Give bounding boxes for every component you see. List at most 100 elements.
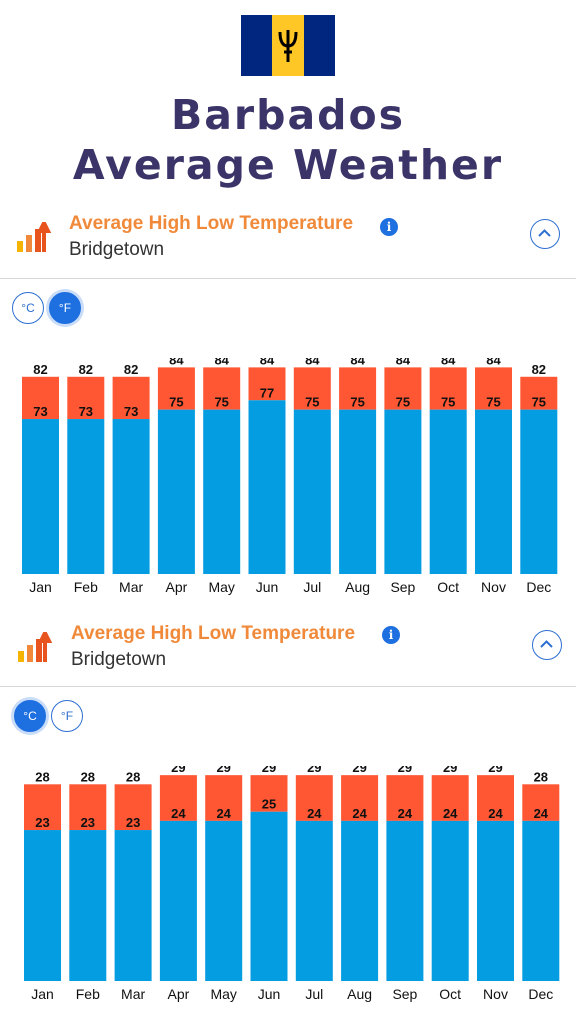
data-label-low: 75 <box>350 395 364 410</box>
bar-low <box>431 820 469 981</box>
x-tick-label: Nov <box>483 986 508 1002</box>
bar-high <box>22 376 59 420</box>
x-tick-label: Oct <box>439 986 461 1002</box>
chevron-up-icon <box>540 640 553 648</box>
fahrenheit-button[interactable]: °F <box>49 292 81 324</box>
section-header: Average High Low Temperature Bridgetown … <box>0 200 576 279</box>
x-tick-label: Aug <box>345 579 370 595</box>
trident-icon <box>278 30 298 62</box>
bar-low <box>250 811 288 981</box>
data-label-high: 84 <box>350 358 365 367</box>
data-label-low: 24 <box>488 806 503 821</box>
data-label-low: 24 <box>534 806 549 821</box>
info-icon[interactable]: i <box>380 218 398 236</box>
data-label-high: 84 <box>486 358 501 367</box>
x-tick-label: Dec <box>528 986 553 1002</box>
bar-low <box>112 419 150 574</box>
x-tick-label: Jun <box>258 986 281 1002</box>
temperature-bars-icon <box>17 222 51 252</box>
bar-high <box>339 367 377 410</box>
section-location: Bridgetown <box>71 649 167 670</box>
bar-low <box>522 820 560 981</box>
data-label-low: 25 <box>262 797 276 812</box>
bar-high <box>69 784 107 831</box>
bar-high <box>295 775 333 821</box>
bar-low <box>24 830 61 981</box>
bar-high <box>384 367 422 410</box>
data-label-high: 84 <box>260 358 275 367</box>
data-label-high: 29 <box>307 766 321 775</box>
bar-high <box>477 775 514 821</box>
bar-low <box>520 409 558 574</box>
fahrenheit-button[interactable]: °F <box>51 700 83 732</box>
page-title-line1: Barbados <box>170 91 406 139</box>
bar-high <box>157 367 195 410</box>
bar-low <box>67 419 105 574</box>
data-label-low: 24 <box>352 806 367 821</box>
data-label-high: 82 <box>33 362 47 377</box>
x-tick-label: May <box>210 986 236 1002</box>
data-label-high: 29 <box>443 766 457 775</box>
data-label-low: 77 <box>260 385 274 400</box>
bar-low <box>22 419 59 574</box>
data-label-high: 29 <box>216 766 230 775</box>
chevron-up-icon <box>538 229 551 237</box>
data-label-low: 23 <box>126 815 140 830</box>
temperature-chart-fahrenheit: 82 73 Jan 82 73 Feb 82 73 Mar 84 75 Apr 84 75 May 84 77 J… <box>22 358 558 595</box>
x-tick-label: Jun <box>256 579 279 595</box>
bar-high <box>203 367 241 410</box>
data-label-high: 29 <box>488 766 502 775</box>
data-label-low: 24 <box>307 806 322 821</box>
data-label-low: 75 <box>486 395 500 410</box>
data-label-low: 75 <box>396 395 410 410</box>
data-label-low: 24 <box>398 806 413 821</box>
x-tick-label: Apr <box>168 986 190 1002</box>
bar-low <box>203 409 241 574</box>
section-header: Average High Low Temperature Bridgetown … <box>0 608 576 687</box>
x-tick-label: Aug <box>347 986 372 1002</box>
temperature-chart-celsius: 28 23 Jan 28 23 Feb 28 23 Mar 29 24 Apr 29 24 May 29 25 J… <box>24 766 560 1002</box>
data-label-low: 24 <box>443 806 458 821</box>
x-tick-label: Dec <box>526 579 551 595</box>
x-tick-label: Jan <box>29 579 52 595</box>
bar-high <box>248 367 286 401</box>
data-label-low: 23 <box>35 815 49 830</box>
data-label-high: 82 <box>124 362 138 377</box>
data-label-high: 29 <box>398 766 412 775</box>
data-label-low: 73 <box>79 404 93 419</box>
data-label-high: 82 <box>532 362 546 377</box>
data-label-low: 75 <box>532 395 546 410</box>
data-label-high: 29 <box>262 766 276 775</box>
bar-high <box>205 775 243 821</box>
x-tick-label: Feb <box>76 986 100 1002</box>
data-label-high: 28 <box>81 769 95 784</box>
bar-high <box>159 775 197 821</box>
section-title: Average High Low Temperature <box>69 213 354 234</box>
data-label-high: 84 <box>214 358 229 367</box>
flag-stripe-center <box>272 15 304 76</box>
bar-high <box>475 367 512 410</box>
bar-high <box>24 784 61 831</box>
bar-high <box>250 775 288 812</box>
data-label-low: 75 <box>305 395 319 410</box>
data-label-high: 84 <box>396 358 411 367</box>
bar-high <box>114 784 152 831</box>
x-tick-label: Sep <box>390 579 415 595</box>
data-label-low: 73 <box>33 404 47 419</box>
data-label-high: 28 <box>534 769 548 784</box>
bar-low <box>429 409 467 574</box>
data-label-low: 75 <box>441 395 455 410</box>
x-tick-label: May <box>208 579 234 595</box>
bar-low <box>341 820 379 981</box>
info-icon[interactable]: i <box>382 626 400 644</box>
collapse-button[interactable] <box>530 219 560 249</box>
bar-low <box>386 820 424 981</box>
data-label-high: 84 <box>441 358 456 367</box>
collapse-button[interactable] <box>532 630 562 660</box>
data-label-high: 28 <box>126 769 140 784</box>
bar-low <box>69 830 107 981</box>
celsius-button[interactable]: °C <box>12 292 44 324</box>
x-tick-label: Jul <box>303 579 321 595</box>
celsius-button[interactable]: °C <box>14 700 46 732</box>
data-label-low: 75 <box>214 395 228 410</box>
